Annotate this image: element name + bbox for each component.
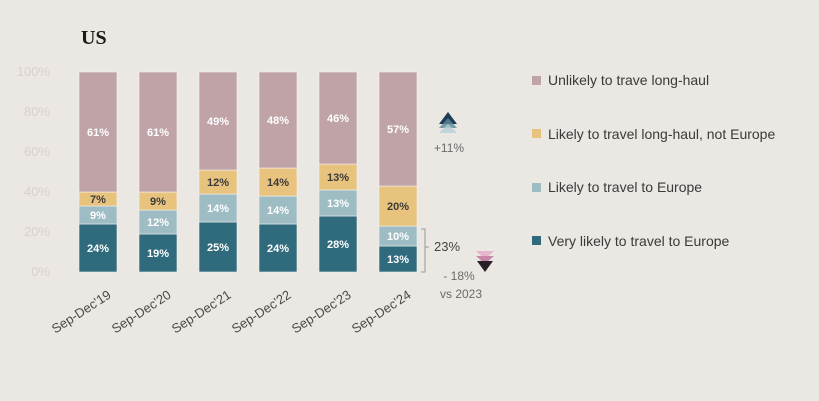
y-tick-label: 0%	[31, 264, 50, 279]
x-tick-label: Sep-Dec'24	[349, 287, 414, 336]
bar-segment	[378, 185, 418, 227]
data-label: 46%	[327, 113, 349, 125]
triangle-down-icon	[477, 261, 493, 272]
legend-swatch	[532, 75, 541, 85]
triangle-up-shadow-2	[439, 124, 457, 133]
bar-segment	[318, 163, 358, 191]
data-label: 19%	[147, 248, 169, 260]
legend-swatch	[532, 129, 541, 138]
combined-total-label: 23%	[434, 239, 460, 254]
y-tick-label: 60%	[24, 144, 50, 159]
data-label: 10%	[387, 231, 409, 243]
y-tick-label: 100%	[17, 64, 51, 79]
data-label: 20%	[387, 201, 409, 213]
down-change-label: - 18%	[443, 269, 475, 283]
legend-item: Likely to travel to Europe	[532, 179, 702, 195]
legend-label: Very likely to travel to Europe	[548, 232, 730, 249]
y-tick-label: 20%	[24, 224, 50, 239]
chart-title: US	[81, 27, 107, 49]
bar-segment	[258, 167, 298, 197]
data-label: 24%	[87, 243, 109, 255]
data-label: 12%	[207, 177, 229, 189]
data-label: 9%	[150, 196, 166, 208]
x-tick-label: Sep-Dec'19	[49, 287, 114, 336]
bar-segment	[318, 71, 358, 165]
bar-segment	[378, 71, 418, 187]
data-label: 61%	[147, 127, 169, 139]
data-label: 7%	[90, 194, 106, 206]
bars: 24% 9% 7% 61% 19% 12% 9% 61% 25% 14% 12% 49% 24% 14% 1…	[78, 71, 418, 273]
triangle-up-shadow-1	[439, 118, 457, 128]
data-label: 24%	[267, 243, 289, 255]
data-label: 13%	[387, 254, 409, 266]
data-label: 61%	[87, 127, 109, 139]
combined-total-annotation: 23%	[421, 228, 460, 273]
data-label: 57%	[387, 124, 409, 136]
legend-item: Likely to travel long-haul, not Europe	[532, 126, 775, 142]
triangle-down-accent-1	[476, 251, 494, 259]
data-label: 49%	[207, 116, 229, 128]
y-tick-label: 80%	[24, 104, 50, 119]
up-change-label: +11%	[434, 141, 464, 155]
data-label: 14%	[267, 205, 289, 217]
up-change-annotation: +11%	[434, 112, 464, 155]
legend-label: Likely to travel to Europe	[548, 179, 703, 195]
data-label: 14%	[267, 177, 289, 189]
bar-segment	[138, 233, 178, 273]
legend-swatch	[532, 236, 541, 245]
bar-segment	[198, 71, 238, 171]
x-tick-label: Sep-Dec'21	[169, 287, 234, 336]
triangle-down-accent-2	[476, 256, 494, 264]
bar-segment	[318, 215, 358, 273]
legend-item: Very likely to travel to Europe	[532, 233, 729, 249]
down-change-note: vs 2023	[440, 287, 482, 301]
bar-segment	[258, 71, 298, 169]
x-axis: Sep-Dec'19Sep-Dec'20Sep-Dec'21Sep-Dec'22…	[49, 287, 414, 336]
data-label: 9%	[90, 210, 106, 222]
bar-segment	[78, 71, 118, 193]
x-tick-label: Sep-Dec'22	[229, 287, 294, 336]
down-change-annotation: - 18% vs 2023	[440, 251, 494, 301]
data-label: 25%	[207, 242, 229, 254]
bar-segment	[378, 245, 418, 273]
bar-segment	[198, 221, 238, 273]
data-label: 48%	[267, 115, 289, 127]
legend-item: Unlikely to trave long-haul	[532, 72, 709, 88]
legend-label: Unlikely to trave long-haul	[548, 72, 710, 88]
y-tick-label: 40%	[24, 184, 50, 199]
y-axis: 0% 20% 40% 60% 80% 100%	[17, 64, 51, 279]
data-label: 13%	[327, 172, 349, 184]
bar-segment	[258, 223, 298, 273]
x-tick-label: Sep-Dec'20	[109, 287, 174, 336]
legend-swatch	[532, 182, 541, 192]
data-label: 14%	[207, 203, 229, 215]
bar-segment	[138, 71, 178, 193]
data-label: 12%	[147, 217, 169, 229]
legend-label: Likely to travel long-haul, not Europe	[548, 125, 776, 142]
bar-segment	[78, 223, 118, 273]
data-label: 28%	[327, 239, 349, 251]
bar-segment	[198, 169, 238, 195]
x-tick-label: Sep-Dec'23	[289, 287, 354, 336]
bracket	[421, 228, 426, 273]
data-label: 13%	[327, 198, 349, 210]
bar-segment	[318, 189, 358, 217]
